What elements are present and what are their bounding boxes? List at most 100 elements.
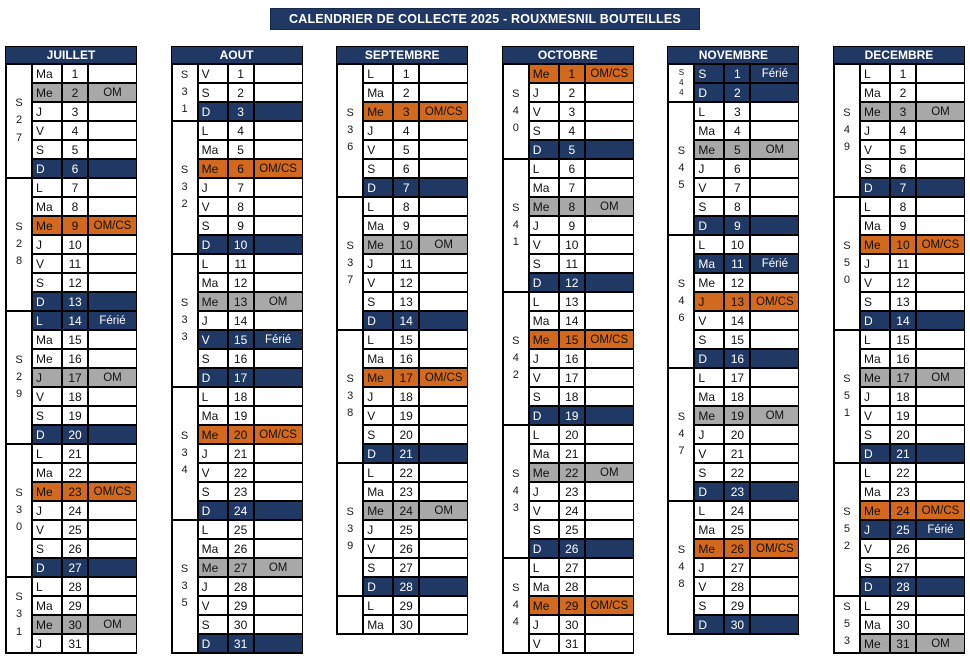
day-letter-cell: Me [859, 368, 890, 387]
week-number-cell: S 3 4 [171, 387, 198, 520]
day-letter-cell: D [528, 273, 559, 292]
day-letter-cell: L [32, 311, 62, 330]
day-number-cell: 5 [227, 140, 254, 159]
week-number-char: 4 [512, 104, 519, 117]
day-letter-cell: D [363, 577, 394, 596]
day-number-cell: 16 [227, 349, 254, 368]
day-number-cell: 13 [889, 292, 916, 311]
day-letter-cell: S [859, 558, 890, 577]
day-number-cell: 18 [62, 387, 88, 406]
collection-note-cell: OM [88, 83, 137, 102]
week-number-char: 3 [181, 446, 188, 459]
collection-note-cell [88, 387, 137, 406]
day-letter-cell: Me [197, 425, 228, 444]
collection-note-cell [253, 406, 303, 425]
day-letter-cell: S [528, 387, 559, 406]
day-letter-cell: S [694, 64, 725, 83]
week-number-cell: S 3 9 [337, 463, 364, 596]
day-letter-cell: V [197, 197, 228, 216]
day-number-cell: 24 [724, 501, 751, 520]
collection-note-cell [750, 463, 800, 482]
collection-note-cell [88, 178, 137, 197]
day-letter-cell: V [363, 273, 394, 292]
day-number-cell: 15 [393, 330, 420, 349]
day-letter-cell: Ma [859, 349, 890, 368]
week-number-char: 7 [678, 445, 685, 458]
collection-note-cell [419, 197, 469, 216]
day-number-cell: 26 [889, 539, 916, 558]
day-number-cell: 23 [889, 482, 916, 501]
day-number-cell: 2 [227, 83, 254, 102]
collection-note-cell [88, 273, 137, 292]
collection-note-cell [253, 634, 303, 653]
week-number-char: 3 [181, 85, 188, 98]
day-letter-cell: D [32, 558, 62, 577]
collection-note-cell [88, 330, 137, 349]
day-number-cell: 17 [724, 368, 751, 387]
collection-note-cell [253, 64, 303, 83]
month-title: NOVEMBRE [667, 46, 800, 64]
week-number-char: S [512, 581, 520, 594]
day-letter-cell: Ma [363, 349, 394, 368]
day-letter-cell: Ma [363, 482, 394, 501]
collection-note-cell: OM/CS [915, 235, 965, 254]
collection-note-cell [253, 596, 303, 615]
collection-note-cell [88, 577, 137, 596]
collection-note-cell [253, 349, 303, 368]
day-letter-cell: S [694, 197, 725, 216]
week-number-char: S [512, 201, 520, 214]
collection-note-cell [419, 558, 469, 577]
day-number-cell: 24 [889, 501, 916, 520]
day-number-cell: 13 [62, 292, 88, 311]
day-number-cell: 28 [227, 577, 254, 596]
day-letter-cell: J [528, 482, 559, 501]
collection-note-cell: OM [915, 368, 965, 387]
day-letter-cell: Ma [363, 615, 394, 634]
day-number-cell: 30 [62, 615, 88, 634]
day-number-cell: 23 [393, 482, 420, 501]
day-letter-cell: S [32, 273, 62, 292]
day-letter-cell: V [859, 406, 890, 425]
day-number-cell: 22 [558, 463, 585, 482]
day-number-cell: 17 [393, 368, 420, 387]
day-number-cell: 18 [558, 387, 585, 406]
day-letter-cell: L [528, 292, 559, 311]
day-letter-cell: V [528, 634, 559, 653]
day-letter-cell: Ma [528, 311, 559, 330]
week-number-cell: S 4 9 [833, 64, 860, 197]
week-number-char: 4 [512, 484, 519, 497]
day-letter-cell: V [32, 254, 62, 273]
week-number-char: 9 [347, 540, 354, 553]
day-number-cell: 25 [227, 520, 254, 539]
day-letter-cell: J [528, 216, 559, 235]
collection-note-cell [750, 596, 800, 615]
day-number-cell: 15 [724, 330, 751, 349]
day-letter-cell: Ma [32, 330, 62, 349]
day-number-cell: 25 [724, 520, 751, 539]
day-number-cell: 30 [558, 615, 585, 634]
day-number-cell: 17 [227, 368, 254, 387]
collection-note-cell: OM [88, 615, 137, 634]
day-number-cell: 5 [889, 140, 916, 159]
day-number-cell: 29 [724, 596, 751, 615]
day-number-cell: 9 [393, 216, 420, 235]
day-letter-cell: Me [528, 197, 559, 216]
collection-note-cell [88, 140, 137, 159]
collection-note-cell [419, 444, 469, 463]
week-number-char: 9 [15, 388, 23, 401]
day-number-cell: 27 [558, 558, 585, 577]
week-number-char: 2 [15, 237, 23, 250]
day-letter-cell: V [694, 444, 725, 463]
week-number-char: S [180, 68, 189, 81]
day-letter-cell: L [859, 463, 890, 482]
day-number-cell: 8 [227, 197, 254, 216]
day-letter-cell: L [32, 577, 62, 596]
collection-note-cell [419, 330, 469, 349]
day-number-cell: 22 [393, 463, 420, 482]
week-number-cell: S 5 0 [833, 197, 860, 330]
collection-note-cell [419, 463, 469, 482]
day-letter-cell: J [197, 178, 228, 197]
day-number-cell: 9 [558, 216, 585, 235]
day-letter-cell: Ma [859, 615, 890, 634]
month-title: JUILLET [5, 46, 137, 64]
